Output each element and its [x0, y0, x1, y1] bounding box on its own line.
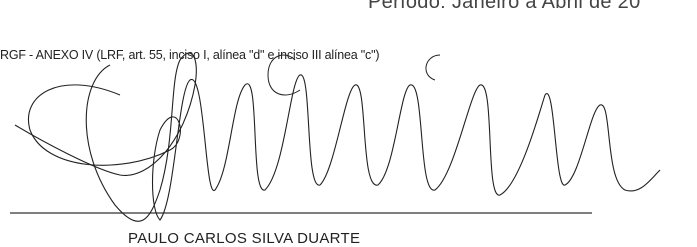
signatory-name: PAULO CARLOS SILVA DUARTE [128, 230, 360, 247]
signature-area [0, 0, 697, 244]
document-page: Período: Janeiro a Abril de 20 RGF - ANE… [0, 0, 697, 244]
signature [28, 75, 660, 220]
signature-loop [15, 53, 196, 221]
